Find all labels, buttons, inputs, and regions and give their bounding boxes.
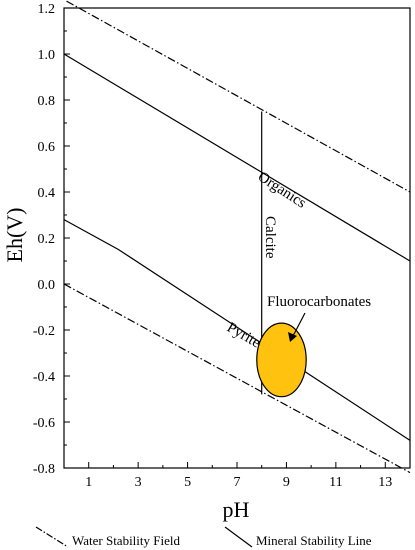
legend-water-label: Water Stability Field <box>72 533 180 548</box>
y-tick-label: -0.2 <box>33 324 55 339</box>
fluorocarbonates-label: Fluorocarbonates <box>267 294 371 310</box>
organics-label: Organics <box>255 169 309 212</box>
pyrite-boundary-line <box>63 219 411 441</box>
y-tick-label: 0.0 <box>38 278 56 293</box>
organics-boundary-line <box>63 53 411 262</box>
x-tick-label: 3 <box>135 475 142 490</box>
x-tick-label: 5 <box>184 475 191 490</box>
legend-mineral-label: Mineral Stability Line <box>256 533 372 548</box>
x-tick-label: 11 <box>329 475 342 490</box>
water-stability-upper-line <box>66 0 411 193</box>
x-tick-label: 13 <box>378 475 392 490</box>
y-tick-label: -0.6 <box>33 416 55 431</box>
y-tick-label: 0.4 <box>38 186 56 201</box>
fluorocarbonates-zone <box>256 322 307 398</box>
axis-ticks <box>63 7 411 469</box>
mineral-zones <box>256 322 307 398</box>
y-tick-label: 0.2 <box>38 232 56 247</box>
x-tick-label: 9 <box>283 475 290 490</box>
plot-frame <box>63 7 411 469</box>
y-tick-label: 1.0 <box>38 48 56 63</box>
legend-mineral-swatch <box>224 526 253 548</box>
stability-lines <box>63 0 411 474</box>
fluorocarbonates-arrow <box>292 312 306 337</box>
y-tick-label: 0.6 <box>38 140 56 155</box>
y-tick-label: 0.8 <box>38 94 56 109</box>
legend: Water Stability Field Mineral Stability … <box>35 526 372 548</box>
y-tick-label: 1.2 <box>38 2 56 17</box>
pyrite-label: Pyrite <box>224 320 263 352</box>
x-tick-label: 1 <box>85 475 92 490</box>
y-tick-label: -0.8 <box>33 462 55 477</box>
y-tick-label: -0.4 <box>33 370 55 385</box>
calcite-label: Calcite <box>262 216 278 259</box>
axis-labels: 1 3 5 7 9 11 131.21.00.80.60.40.20.0-0.2-0.4-0… <box>33 2 392 490</box>
arrow-head <box>288 332 297 342</box>
x-tick-label: 7 <box>234 475 241 490</box>
legend-water-swatch <box>35 526 69 548</box>
water-stability-lower-line <box>63 283 411 474</box>
y-axis-title: Eh(V) <box>2 208 27 263</box>
x-axis-title: pH <box>223 497 250 522</box>
